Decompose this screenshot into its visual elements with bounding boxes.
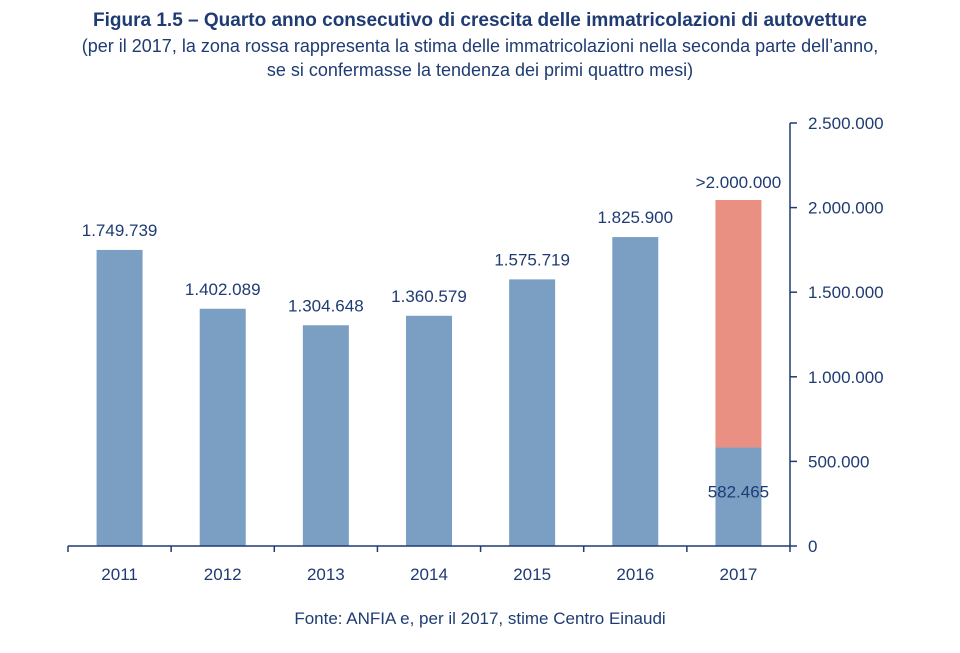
- y-tick-label: 0: [808, 537, 817, 556]
- y-tick-label: 1.000.000: [808, 368, 884, 387]
- x-tick-label: 2013: [307, 565, 345, 584]
- y-tick-label: 2.000.000: [808, 199, 884, 218]
- chart-source: Fonte: ANFIA e, per il 2017, stime Centr…: [294, 609, 666, 628]
- bar: [302, 325, 349, 546]
- data-label: 582.465: [708, 482, 769, 501]
- bar: [715, 447, 762, 546]
- y-tick-label: 2.500.000: [808, 114, 884, 133]
- chart-subtitle-line-2: se si confermasse la tendenza dei primi …: [266, 60, 694, 80]
- x-tick-label: 2014: [410, 565, 448, 584]
- y-tick-label: 500.000: [808, 452, 869, 471]
- data-label: 1.825.900: [597, 208, 673, 227]
- data-label: 1.304.648: [288, 296, 364, 315]
- bar: [199, 308, 246, 546]
- data-label: 1.402.089: [185, 280, 261, 299]
- x-tick-label: 2017: [720, 565, 758, 584]
- x-tick-label: 2016: [616, 565, 654, 584]
- x-tick-label: 2011: [101, 565, 138, 584]
- bar: [509, 279, 556, 546]
- chart-subtitle-line-1: (per il 2017, la zona rossa rappresenta …: [81, 36, 879, 56]
- bar: [96, 249, 143, 547]
- chart-title: Figura 1.5 – Quarto anno consecutivo di …: [93, 10, 867, 31]
- bar: [612, 237, 659, 546]
- x-tick-label: 2012: [204, 565, 242, 584]
- y-tick-label: 1.500.000: [808, 283, 884, 302]
- x-tick-label: 2015: [513, 565, 551, 584]
- bar: [406, 315, 452, 546]
- data-label: 1.360.579: [391, 287, 467, 306]
- data-label: 1.749.739: [82, 221, 158, 240]
- estimate-label: >2.000.000: [696, 173, 782, 192]
- data-label: 1.575.719: [494, 250, 570, 269]
- bar-estimate: [715, 199, 762, 448]
